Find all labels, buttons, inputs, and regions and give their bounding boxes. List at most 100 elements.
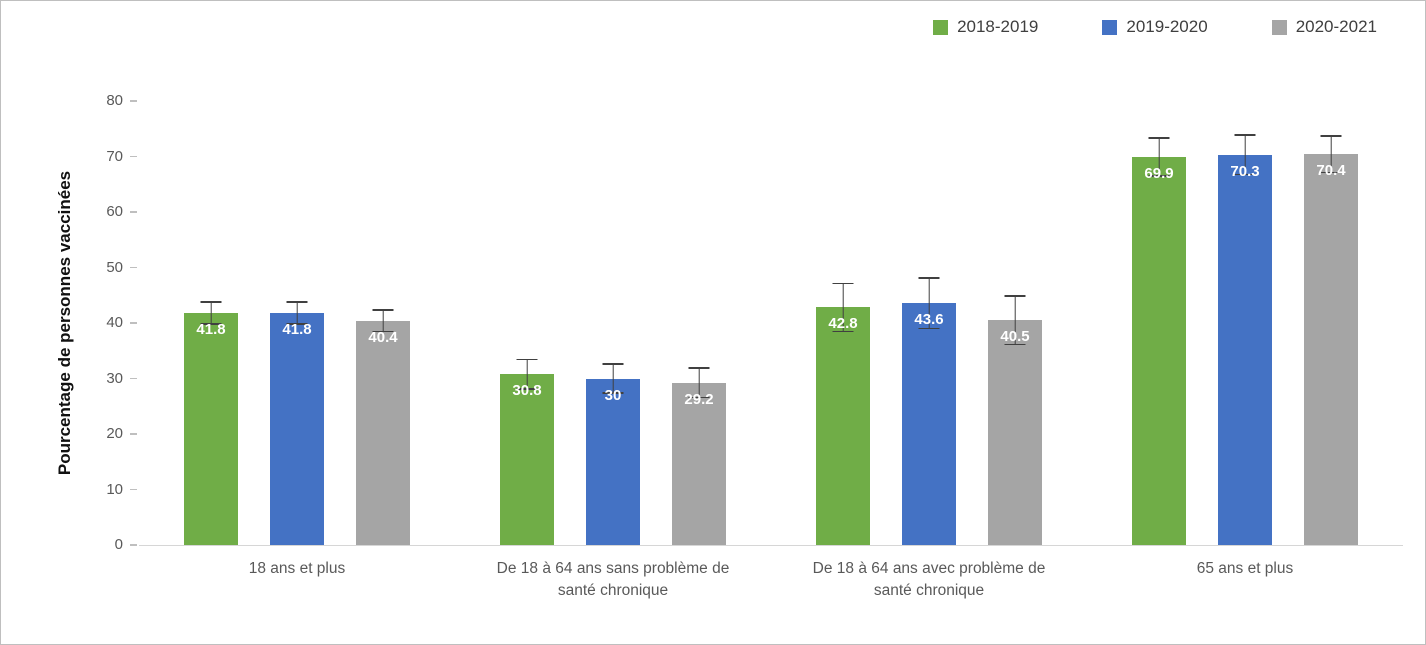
y-tick-mark xyxy=(130,322,137,324)
bar-2018-2019: 42.8 xyxy=(816,282,870,545)
error-bar-cap-top xyxy=(688,367,710,369)
bar-group: 30.8 30 29.2 xyxy=(455,101,771,545)
error-bar xyxy=(832,282,854,333)
y-tick-label: 10 xyxy=(106,480,123,498)
error-bar xyxy=(688,367,710,399)
error-bar-line xyxy=(210,301,212,325)
category-label: De 18 à 64 ans avec problème de santé ch… xyxy=(812,560,1046,600)
error-bar-line xyxy=(698,367,700,399)
bar-group: 41.8 41.8 40.4 xyxy=(139,101,455,545)
plot-area: 0 10 20 30 40 50 60 70 80 41.8 41.8 40.4 30.8 30 29.2 4… xyxy=(106,92,1403,553)
error-bar-line xyxy=(612,362,614,395)
error-bar-cap-bottom xyxy=(1004,343,1026,346)
legend: 2018-2019 2019-2020 2020-2021 xyxy=(933,17,1377,37)
bar-2018-2019: 30.8 xyxy=(500,358,554,545)
legend-item-2018-2019: 2018-2019 xyxy=(933,17,1038,37)
error-bar-line xyxy=(1330,135,1332,174)
bar-2019-2020: 70.3 xyxy=(1218,134,1272,545)
bar-data-label: 30 xyxy=(604,386,622,404)
error-bar-cap-bottom xyxy=(832,330,854,333)
y-tick-label: 80 xyxy=(106,92,123,109)
error-bar-cap-bottom xyxy=(1148,175,1170,178)
error-bar-cap-top xyxy=(832,282,854,285)
error-bar-cap-top xyxy=(1320,135,1342,138)
error-bar-line xyxy=(1158,137,1160,178)
error-bar-cap-bottom xyxy=(918,327,940,330)
error-bar xyxy=(602,362,624,395)
legend-label: 2019-2020 xyxy=(1126,17,1208,36)
bar-data-label: 70.4 xyxy=(1316,162,1346,180)
bar-2019-2020: 30 xyxy=(586,362,640,545)
error-bar-cap-top xyxy=(918,276,940,279)
error-bar xyxy=(1004,295,1026,346)
legend-label: 2020-2021 xyxy=(1295,17,1377,36)
y-tick-label: 60 xyxy=(106,203,123,220)
bar-2018-2019: 69.9 xyxy=(1132,137,1186,545)
bar-2020-2021: 40.4 xyxy=(356,309,410,545)
error-bar-cap-bottom xyxy=(688,396,710,399)
bar-data-label: 43.6 xyxy=(914,311,944,329)
error-bar-cap-bottom xyxy=(286,323,308,325)
error-bar xyxy=(372,309,394,333)
bar-data-label: 40.4 xyxy=(368,328,398,346)
bar-data-label: 42.8 xyxy=(828,315,858,333)
legend-item-2019-2020: 2019-2020 xyxy=(1102,17,1208,37)
error-bar-line xyxy=(1014,295,1016,346)
category-label: De 18 à 64 ans sans problème de santé ch… xyxy=(496,560,730,600)
bar-data-label: 29.2 xyxy=(684,390,714,408)
error-bar-cap-top xyxy=(1004,295,1026,297)
error-bar-cap-top xyxy=(516,358,538,361)
legend-swatch-icon xyxy=(933,19,949,35)
error-bar-cap-bottom xyxy=(200,323,222,325)
y-tick-label: 50 xyxy=(106,258,123,276)
y-tick-label: 30 xyxy=(106,369,123,387)
error-bar-cap-bottom xyxy=(602,392,624,395)
y-tick-mark xyxy=(130,266,137,269)
bar-2020-2021: 29.2 xyxy=(672,367,726,545)
error-bar-cap-top xyxy=(200,301,222,303)
legend-swatch-icon xyxy=(1271,19,1287,35)
y-tick-label: 40 xyxy=(106,314,123,331)
legend-item-2020-2021: 2020-2021 xyxy=(1271,17,1377,37)
error-bar-cap-bottom xyxy=(372,330,394,333)
error-bar-line xyxy=(382,309,384,333)
y-tick-label: 20 xyxy=(106,425,123,442)
bar-data-label: 30.8 xyxy=(512,382,542,400)
x-axis-labels: 18 ans et plus De 18 à 64 ans sans problè… xyxy=(139,558,1403,618)
error-bar xyxy=(516,358,538,390)
bar-data-label: 41.8 xyxy=(196,321,226,339)
error-bar-line xyxy=(1244,134,1246,176)
category-label: 65 ans et plus xyxy=(1196,560,1294,577)
error-bar xyxy=(1148,137,1170,178)
bar-2019-2020: 41.8 xyxy=(270,301,324,545)
y-tick-mark xyxy=(130,488,137,491)
legend-label: 2018-2019 xyxy=(957,17,1039,36)
bar-2019-2020: 43.6 xyxy=(902,276,956,545)
bar-2018-2019: 41.8 xyxy=(184,301,238,545)
y-tick-mark xyxy=(130,377,137,380)
error-bar-line xyxy=(526,358,528,390)
y-tick-label: 0 xyxy=(114,536,123,553)
y-tick-mark xyxy=(130,433,137,435)
y-tick-label: 70 xyxy=(106,147,123,165)
y-tick-mark xyxy=(130,100,137,102)
error-bar xyxy=(200,301,222,325)
bar-group: 69.9 70.3 70.4 xyxy=(1087,101,1403,545)
error-bar xyxy=(1234,134,1256,176)
bar-data-label: 70.3 xyxy=(1230,162,1260,180)
error-bar-cap-bottom xyxy=(516,388,538,390)
bar-data-label: 41.8 xyxy=(282,321,312,339)
error-bar-line xyxy=(842,282,844,333)
error-bar xyxy=(1320,135,1342,174)
y-tick-mark xyxy=(130,155,137,158)
bar-data-label: 69.9 xyxy=(1144,165,1174,183)
error-bar-cap-bottom xyxy=(1320,171,1342,174)
error-bar-line xyxy=(296,301,298,325)
bar-data-label: 40.5 xyxy=(1000,328,1030,346)
error-bar-line xyxy=(928,276,930,330)
y-axis-title: Pourcentage de personnes vaccinées xyxy=(55,170,74,476)
error-bar-cap-top xyxy=(602,362,624,365)
bar-group: 42.8 43.6 40.5 xyxy=(771,101,1087,545)
legend-swatch-icon xyxy=(1102,19,1118,35)
error-bar-cap-top xyxy=(1148,137,1170,139)
